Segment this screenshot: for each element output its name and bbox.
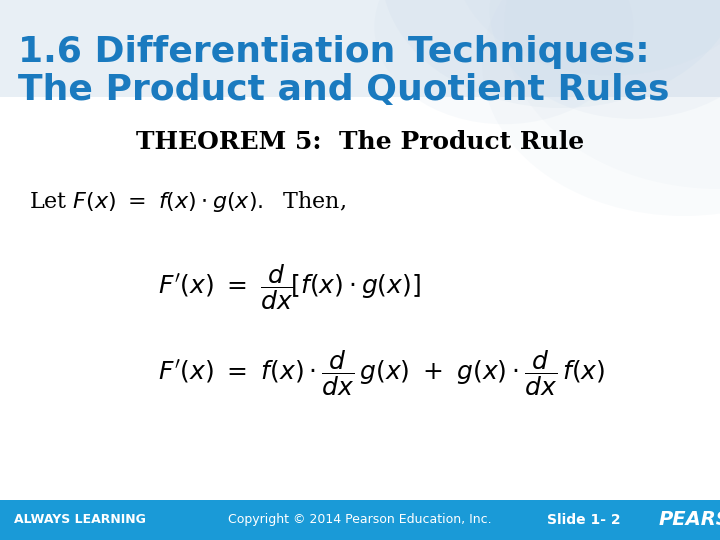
Text: PEARSON: PEARSON [659,510,720,529]
Circle shape [374,0,634,124]
Text: Let $F(x)\ =\ f(x)\cdot g(x).\ $ Then,: Let $F(x)\ =\ f(x)\cdot g(x).\ $ Then, [29,189,346,214]
Text: 1.6 Differentiation Techniques:: 1.6 Differentiation Techniques: [18,35,649,69]
Text: $F'(x)\ =\ \dfrac{d}{dx}\!\left[f(x)\cdot g(x)\right]$: $F'(x)\ =\ \dfrac{d}{dx}\!\left[f(x)\cdo… [158,262,421,312]
FancyBboxPatch shape [0,0,720,97]
Circle shape [490,0,720,119]
FancyBboxPatch shape [0,500,720,540]
Text: The Product and Quotient Rules: The Product and Quotient Rules [18,73,670,107]
Text: Slide 1- 2: Slide 1- 2 [547,513,621,526]
Text: THEOREM 5:  The Product Rule: THEOREM 5: The Product Rule [136,130,584,153]
Circle shape [454,0,720,76]
Circle shape [482,0,720,216]
Text: $F'(x)\ =\ f(x)\cdot\dfrac{d}{dx}\,g(x)\ +\ g(x)\cdot\dfrac{d}{dx}\,f(x)$: $F'(x)\ =\ f(x)\cdot\dfrac{d}{dx}\,g(x)\… [158,348,606,398]
Circle shape [504,0,720,189]
Circle shape [382,0,720,108]
Text: Copyright © 2014 Pearson Education, Inc.: Copyright © 2014 Pearson Education, Inc. [228,513,492,526]
Text: ALWAYS LEARNING: ALWAYS LEARNING [14,513,146,526]
